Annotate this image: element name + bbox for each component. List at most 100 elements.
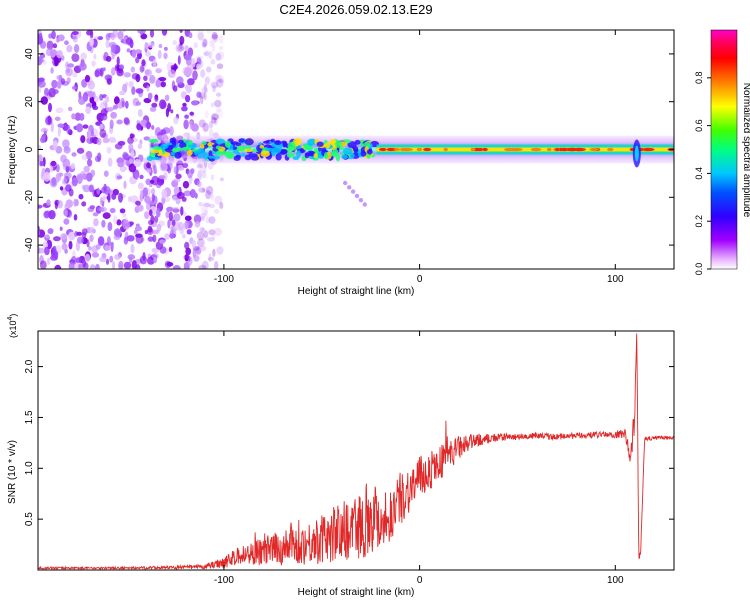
- noise-blob: [89, 264, 96, 269]
- noise-blob: [220, 177, 224, 182]
- noise-blob: [110, 32, 116, 41]
- noise-blob: [184, 220, 190, 230]
- noise-blob: [122, 219, 130, 230]
- noise-blob: [210, 193, 215, 202]
- noise-blob: [57, 34, 65, 42]
- noise-blob: [184, 215, 192, 221]
- noise-blob: [52, 245, 57, 254]
- noise-blob: [82, 184, 91, 193]
- signal-blob: [197, 154, 203, 159]
- noise-blob: [173, 165, 177, 174]
- noise-blob: [130, 66, 135, 73]
- noise-blob: [97, 236, 105, 246]
- noise-blob: [123, 236, 129, 245]
- noise-blob: [44, 246, 50, 256]
- noise-blob: [199, 245, 207, 251]
- noise-blob: [109, 119, 114, 129]
- noise-blob: [38, 204, 43, 209]
- noise-blob: [146, 162, 151, 169]
- noise-blob: [205, 189, 211, 200]
- noise-blob: [47, 115, 52, 125]
- noise-blob: [204, 210, 208, 218]
- noise-blob: [110, 111, 117, 119]
- signal-blob: [275, 153, 282, 161]
- signal-blob: [292, 156, 299, 161]
- signal-blob: [151, 156, 161, 160]
- signal-hot-spot: [546, 147, 552, 152]
- noise-blob: [189, 189, 196, 198]
- noise-blob: [216, 107, 222, 113]
- noise-blob: [151, 253, 159, 259]
- signal-blob: [179, 142, 187, 149]
- colorbar: 0.0 0.2 0.4 0.6 0.8 Normalized spectral ampl…: [694, 29, 750, 275]
- noise-blob: [62, 139, 70, 149]
- noise-blob: [151, 193, 155, 203]
- noise-blob: [63, 172, 72, 180]
- noise-blob: [102, 67, 106, 72]
- noise-blob: [155, 79, 161, 88]
- snr-frame: [37, 330, 675, 571]
- signal-blob: [303, 143, 309, 151]
- noise-blob: [121, 100, 126, 108]
- noise-blob: [83, 165, 90, 173]
- noise-blob: [63, 218, 70, 225]
- noise-blob: [105, 107, 114, 112]
- noise-blob: [171, 80, 176, 91]
- noise-blob: [219, 202, 224, 209]
- noise-blob: [206, 237, 215, 242]
- signal-blob: [324, 152, 329, 160]
- noise-blob: [139, 139, 143, 145]
- noise-blob: [105, 95, 110, 103]
- noise-blob: [189, 123, 197, 130]
- noise-blob: [135, 74, 141, 83]
- noise-blob: [89, 37, 94, 47]
- noise-blob: [57, 200, 64, 209]
- noise-blob: [217, 51, 225, 60]
- signal-blob: [316, 141, 324, 147]
- noise-blob: [214, 99, 222, 108]
- signal-blob: [270, 138, 275, 143]
- noise-blob: [209, 41, 214, 48]
- noise-blob: [68, 262, 75, 269]
- noise-blob: [216, 246, 224, 255]
- noise-blob: [44, 87, 49, 97]
- signal-blob: [212, 155, 221, 160]
- snr-scale-close: ): [8, 314, 18, 317]
- noise-blob: [45, 234, 50, 239]
- noise-blob: [54, 116, 61, 122]
- noise-blob: [123, 166, 127, 171]
- signal-blob: [208, 155, 214, 159]
- signal-blob: [248, 153, 258, 157]
- noise-blob: [211, 31, 218, 41]
- signal-hot-spot: [379, 147, 387, 152]
- colorbar-tick-label: 0.8: [694, 72, 704, 85]
- signal-hot-spot: [530, 147, 542, 152]
- signal-blob: [202, 152, 209, 160]
- noise-blob: [135, 200, 141, 206]
- spectrogram-x-axis-label: Height of straight line (km): [298, 286, 415, 297]
- signal-blob: [166, 142, 173, 146]
- signal-hot-spot: [386, 147, 395, 152]
- x-tick-label: -100: [214, 575, 234, 586]
- noise-blob: [56, 81, 62, 89]
- noise-blob: [134, 226, 142, 232]
- noise-blob: [151, 102, 158, 108]
- noise-blob: [106, 78, 112, 85]
- noise-blob: [208, 253, 212, 263]
- signal-blob: [146, 155, 153, 162]
- noise-blob: [38, 32, 43, 41]
- noise-blob: [56, 75, 60, 80]
- signal-blob: [224, 151, 234, 158]
- noise-blob: [166, 206, 174, 212]
- noise-blob: [66, 209, 72, 218]
- noise-blob: [208, 128, 214, 137]
- noise-blob: [96, 187, 101, 195]
- noise-blob: [99, 129, 107, 138]
- noise-blob: [200, 167, 207, 173]
- noise-blob: [201, 227, 206, 234]
- signal-hot-spot: [642, 147, 655, 152]
- detached-blob: [362, 202, 367, 207]
- noise-blob: [208, 191, 214, 199]
- noise-blob: [136, 204, 144, 212]
- noise-blob: [105, 39, 110, 49]
